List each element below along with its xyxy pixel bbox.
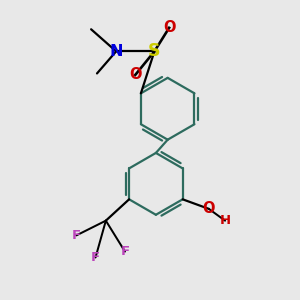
Text: O: O	[129, 68, 142, 82]
Text: F: F	[91, 251, 100, 264]
Text: H: H	[220, 214, 231, 227]
Text: N: N	[110, 44, 123, 59]
Text: O: O	[163, 20, 175, 35]
Text: F: F	[120, 245, 130, 258]
Text: O: O	[202, 201, 215, 216]
Text: S: S	[148, 42, 161, 60]
Text: F: F	[72, 229, 81, 242]
